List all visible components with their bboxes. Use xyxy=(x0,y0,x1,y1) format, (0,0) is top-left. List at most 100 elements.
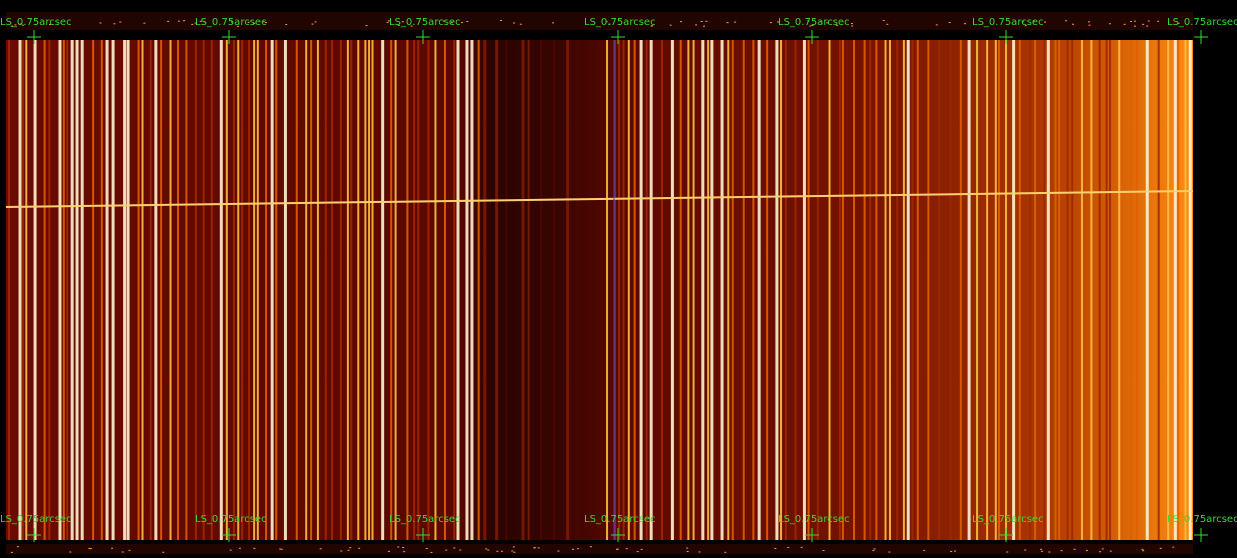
region-label: LS_0.75arcsec xyxy=(972,17,1044,28)
emission-line xyxy=(443,40,446,540)
region-label: LS_0.75arcsec xyxy=(195,17,267,28)
emission-line xyxy=(757,40,761,540)
speckle xyxy=(199,20,202,22)
speckle xyxy=(850,23,853,25)
speckle xyxy=(1048,551,1051,553)
speckle xyxy=(589,546,592,548)
emission-line xyxy=(1130,40,1133,540)
speckle xyxy=(69,551,72,553)
speckle xyxy=(1141,548,1144,550)
emission-line xyxy=(1167,40,1170,540)
region-label: LS_0.75arcsec xyxy=(1167,514,1237,525)
speckle xyxy=(700,20,703,22)
speckle xyxy=(16,546,19,548)
emission-line xyxy=(169,40,172,540)
speckle xyxy=(774,547,777,549)
speckle xyxy=(119,21,122,23)
emission-line xyxy=(1054,40,1057,540)
emission-line xyxy=(989,40,992,540)
speckle xyxy=(888,551,891,553)
speckle xyxy=(1088,24,1091,26)
region-label: LS_0.75arcsec xyxy=(389,17,461,28)
speckle xyxy=(247,21,250,23)
speckle xyxy=(430,551,433,553)
speckle xyxy=(401,21,404,23)
emission-line xyxy=(1005,40,1008,540)
emission-line xyxy=(1157,40,1160,540)
emission-line xyxy=(994,40,997,540)
speckle xyxy=(616,548,619,550)
speckle xyxy=(319,548,322,550)
speckle xyxy=(162,551,165,553)
emission-line xyxy=(368,40,371,540)
emission-line xyxy=(727,40,730,540)
region-label: LS_0.75arcsec xyxy=(778,17,850,28)
emission-line xyxy=(670,40,674,540)
speckle xyxy=(314,21,317,23)
speckle xyxy=(1085,549,1088,551)
speckle xyxy=(21,24,24,26)
emission-line xyxy=(48,40,51,540)
emission-line xyxy=(219,40,223,540)
emission-line xyxy=(566,40,570,540)
emission-line xyxy=(1090,40,1093,540)
emission-line xyxy=(92,40,95,540)
emission-line xyxy=(911,40,914,540)
speckle xyxy=(625,548,628,550)
speckle xyxy=(1072,23,1075,25)
emission-line xyxy=(62,40,65,540)
speckle xyxy=(935,24,938,26)
speckle xyxy=(1043,21,1046,23)
emission-line xyxy=(888,40,891,540)
emission-line xyxy=(70,40,74,540)
emission-line xyxy=(982,40,985,540)
emission-line xyxy=(324,40,327,540)
speckle xyxy=(265,22,268,24)
speckle xyxy=(1123,23,1126,25)
emission-line xyxy=(938,40,941,540)
speckle xyxy=(311,23,314,25)
speckle xyxy=(121,551,124,553)
emission-line xyxy=(185,40,188,540)
emission-line xyxy=(364,40,367,540)
speckle xyxy=(1065,20,1068,22)
emission-line xyxy=(1046,40,1050,540)
speckle xyxy=(512,546,515,548)
emission-line xyxy=(1184,40,1187,540)
speckle xyxy=(203,21,206,23)
emission-line xyxy=(427,40,430,540)
speckle xyxy=(963,23,966,25)
speckle xyxy=(10,551,13,553)
emission-line xyxy=(622,40,625,540)
speckle xyxy=(349,547,352,549)
speckle xyxy=(726,22,729,24)
emission-line xyxy=(8,40,10,540)
emission-line xyxy=(495,40,499,540)
speckle xyxy=(800,546,803,548)
emission-line xyxy=(1098,40,1101,540)
emission-line xyxy=(841,40,844,540)
emission-line xyxy=(869,40,872,540)
emission-line xyxy=(838,40,841,540)
speckle xyxy=(513,551,516,553)
speckle xyxy=(466,21,469,23)
emission-line xyxy=(1188,40,1192,540)
emission-line xyxy=(1012,40,1016,540)
emission-line xyxy=(1058,40,1061,540)
emission-line xyxy=(766,40,769,540)
emission-line xyxy=(807,40,810,540)
emission-line xyxy=(540,40,543,540)
speckle xyxy=(500,550,503,552)
speckle xyxy=(1099,551,1102,553)
emission-line xyxy=(33,40,37,540)
emission-line xyxy=(316,40,319,540)
speckle xyxy=(680,21,683,23)
emission-line xyxy=(126,40,130,540)
speckle xyxy=(572,548,575,550)
speckle xyxy=(485,548,488,550)
speckle xyxy=(347,549,350,551)
emission-line xyxy=(505,40,508,540)
speckle xyxy=(513,22,516,24)
emission-line xyxy=(710,40,714,540)
